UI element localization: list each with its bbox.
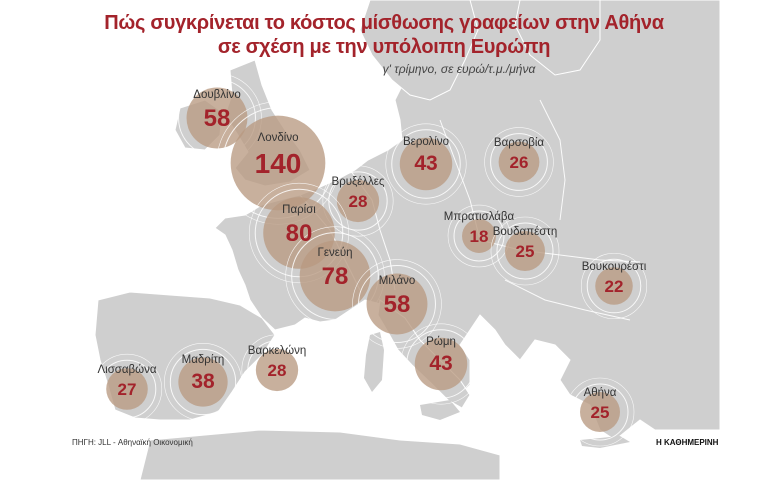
scandinavia-landmass [359, 0, 479, 101]
chart-title-line-2: σε σχέση με την υπόλοιπη Ευρώπη [217, 36, 551, 58]
city-10-ring [358, 265, 436, 343]
city-2-bubble [336, 179, 380, 223]
city-9-ring [586, 258, 642, 314]
city-10-ring [352, 259, 442, 349]
corsica-sardinia-landmass [364, 332, 384, 392]
city-12-ring [247, 340, 307, 400]
city-14-ring [91, 353, 163, 425]
city-11-ring [400, 323, 482, 405]
city-11-bubble [414, 337, 468, 391]
city-15-ring [565, 377, 635, 447]
city-7-ring [447, 204, 511, 268]
city-13-ring [169, 348, 237, 416]
city-4-ring [291, 232, 379, 320]
city-6-ring [484, 127, 554, 197]
city-8-ring [490, 216, 560, 286]
city-5-ring [385, 123, 467, 205]
continental-europe-landmass [214, 0, 721, 441]
city-0-bubble [186, 87, 248, 149]
source-note: ΠΗΓΗ: JLL - Αθηναϊκή Οικονομική [72, 438, 193, 447]
city-8-ring [496, 222, 554, 280]
city-14-ring [97, 359, 157, 419]
city-10-bubble [366, 273, 428, 335]
city-7-bubble [462, 219, 496, 253]
city-12-bubble [255, 348, 299, 392]
city-13-bubble [178, 357, 228, 407]
city-14-bubble [106, 368, 148, 410]
city-13-ring [164, 343, 242, 421]
chart-title-line-1: Πώς συγκρίνεται το κόστος μίσθωσης γραφε… [104, 12, 664, 34]
city-5-ring [391, 129, 461, 199]
city-15-bubble [580, 392, 620, 432]
city-6-ring [490, 133, 548, 191]
city-4-ring [285, 226, 385, 326]
city-8-bubble [505, 231, 545, 271]
publisher-brand: Η ΚΑΘΗΜΕΡΙΝΗ [656, 438, 719, 447]
city-0-ring [172, 73, 262, 163]
city-15-ring [571, 383, 629, 441]
north-africa-landmass [139, 429, 501, 480]
city-9-ring [580, 252, 648, 320]
city-11-ring [406, 329, 476, 399]
city-1-bubble [230, 115, 326, 211]
city-2-ring [322, 165, 394, 237]
city-9-bubble [595, 267, 633, 305]
chart-subtitle: γ' τρίμηνο, σε ευρώ/τ.μ./μήνα [382, 62, 536, 76]
city-12-ring [241, 334, 313, 406]
city-5-bubble [399, 137, 453, 191]
finland-landmass [514, 0, 601, 76]
city-3-ring [248, 182, 350, 284]
city-7-ring [453, 210, 505, 262]
city-4-bubble [299, 240, 371, 312]
sicily-landmass [420, 400, 460, 420]
city-6-bubble [498, 141, 540, 183]
